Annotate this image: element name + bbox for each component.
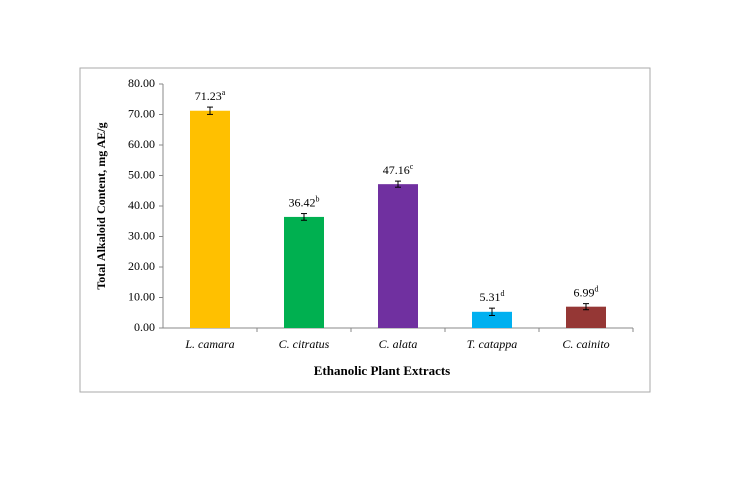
error-bar xyxy=(395,180,401,188)
bar xyxy=(190,110,230,328)
y-tick-label: 10.00 xyxy=(128,289,155,303)
value-label: 36.42b xyxy=(289,194,320,209)
y-axis-label: Total Alkaloid Content, mg AE/g xyxy=(94,122,108,289)
y-tick-label: 60.00 xyxy=(128,137,155,151)
x-tick-label: C. cainito xyxy=(562,337,609,351)
x-tick-label: C. alata xyxy=(379,337,418,351)
value-label: 5.31d xyxy=(480,289,505,304)
value-number: 6.99 xyxy=(574,285,595,299)
significance-letter: a xyxy=(222,88,226,97)
error-bar xyxy=(207,106,213,115)
value-number: 47.16 xyxy=(383,163,410,177)
error-bar xyxy=(489,307,495,316)
error-bar xyxy=(583,303,589,311)
value-number: 36.42 xyxy=(289,195,316,209)
x-tick-label: L. camara xyxy=(184,337,234,351)
y-tick-label: 20.00 xyxy=(128,259,155,273)
y-tick-label: 30.00 xyxy=(128,228,155,242)
x-tick-label: C. citratus xyxy=(279,337,330,351)
value-number: 5.31 xyxy=(480,290,501,304)
significance-letter: d xyxy=(501,289,505,298)
y-tick-label: 70.00 xyxy=(128,106,155,120)
y-tick-label: 0.00 xyxy=(134,320,155,334)
value-label: 71.23a xyxy=(195,88,226,103)
value-number: 71.23 xyxy=(195,89,222,103)
bar xyxy=(284,216,324,328)
value-label: 47.16c xyxy=(383,162,414,177)
significance-letter: b xyxy=(316,194,320,203)
y-tick-label: 40.00 xyxy=(128,198,155,212)
significance-letter: c xyxy=(410,162,414,171)
y-tick-label: 80.00 xyxy=(128,76,155,90)
value-label: 6.99d xyxy=(574,284,599,299)
bar xyxy=(472,311,512,328)
chart-frame xyxy=(79,67,651,393)
bar xyxy=(566,306,606,328)
y-tick-label: 50.00 xyxy=(128,167,155,181)
significance-letter: d xyxy=(595,284,599,293)
x-tick-label: T. catappa xyxy=(467,337,517,351)
error-bar xyxy=(301,213,307,221)
bar xyxy=(378,184,418,328)
x-axis-label: Ethanolic Plant Extracts xyxy=(314,363,451,378)
